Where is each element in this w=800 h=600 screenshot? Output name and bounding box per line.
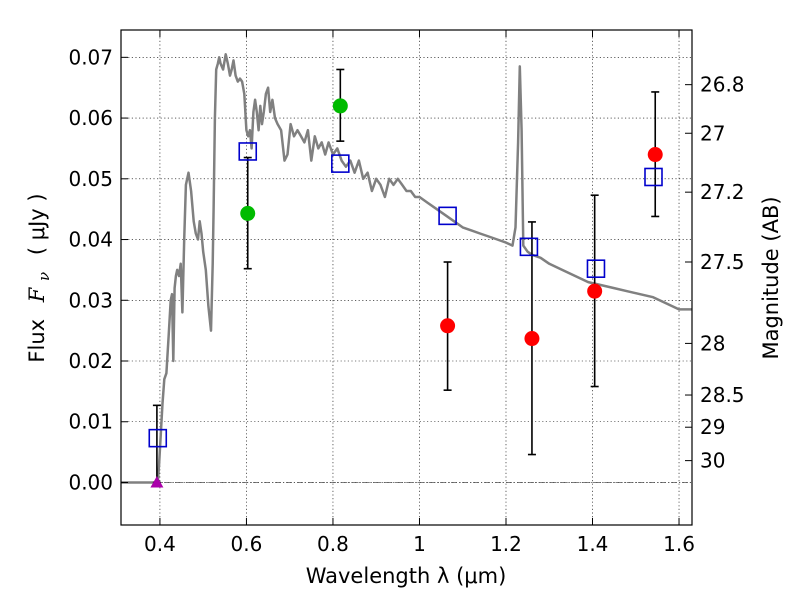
- template-square-4: [519, 237, 539, 257]
- y-axis-label-prefix: Flux: [25, 319, 49, 363]
- model-spectrum-group: [121, 53, 692, 484]
- photometry-point-1-3: [647, 147, 663, 163]
- x-tick-label-5: 1.4: [577, 532, 609, 556]
- x-axis-ticks: 0.4 0.6 0.8 1 1.2 1.4 1.6: [144, 30, 695, 556]
- template-square-5: [586, 259, 606, 278]
- y-tick-label-4: 0.04: [68, 228, 113, 252]
- x-tick-label-6: 1.6: [663, 532, 695, 556]
- right-tick-label-2: 27.2: [700, 180, 745, 204]
- right-tick-label-3: 27.5: [700, 250, 745, 274]
- y-tick-label-3: 0.03: [68, 288, 113, 312]
- right-tick-label-5: 28.5: [700, 383, 745, 407]
- y-axis-label-symbol: F: [25, 286, 49, 303]
- svg-text:Flux F ν ( μ: Flux F ν ( μJy ): [25, 193, 54, 362]
- y-axis-label: Flux F ν ( μJy ): [25, 193, 54, 362]
- x-tick-label-3: 1: [413, 532, 426, 556]
- right-tick-label-1: 27: [700, 121, 725, 145]
- right-tick-label-6: 29: [700, 415, 725, 439]
- y-tick-label-5: 0.05: [68, 167, 113, 191]
- data-markers-group: [148, 98, 663, 488]
- plot-frame: [120, 29, 693, 526]
- y-tick-label-0: 0.00: [68, 470, 113, 494]
- photometry-point-1-1: [524, 331, 540, 347]
- photometry-point-2-0: [240, 205, 256, 221]
- template-square-0: [148, 428, 168, 448]
- x-tick-label-1: 0.6: [231, 532, 263, 556]
- template-square-6: [644, 167, 663, 187]
- y-axis-label-subscript: ν: [35, 272, 53, 281]
- photometry-point-2-1: [332, 98, 348, 114]
- y-tick-label-7: 0.07: [68, 45, 113, 69]
- photometry-point-1-0: [440, 318, 456, 334]
- x-tick-label-0: 0.4: [144, 532, 176, 556]
- template-square-3: [438, 206, 457, 226]
- right-tick-label-4: 28: [700, 331, 725, 355]
- x-axis-label: Wavelength λ (μm): [306, 564, 507, 588]
- template-square-1: [238, 142, 258, 161]
- right-tick-label-7: 30: [700, 449, 725, 473]
- y-tick-label-2: 0.02: [68, 349, 113, 373]
- model-spectrum-line: [121, 53, 692, 484]
- y-axis-ticks: 0.00 0.01 0.02 0.03 0.04 0.05 0.06 0.07: [68, 45, 128, 494]
- right-axis-label: Magnitude (AB): [759, 196, 783, 359]
- photometry-point-1-2: [587, 283, 603, 299]
- right-tick-label-0: 26.8: [700, 73, 745, 97]
- y-axis-label-unit: ( μJy ): [25, 193, 49, 255]
- right-axis-ticks: 26.8 27 27.2 27.5 28 28.5 29 30: [685, 73, 745, 473]
- x-tick-label-2: 0.8: [317, 532, 349, 556]
- y-tick-label-6: 0.06: [68, 106, 113, 130]
- gridlines: [121, 30, 692, 525]
- y-tick-label-1: 0.01: [68, 410, 113, 434]
- upper-limit-marker-0: [150, 475, 164, 488]
- x-tick-label-4: 1.2: [490, 532, 522, 556]
- template-square-2: [331, 154, 350, 173]
